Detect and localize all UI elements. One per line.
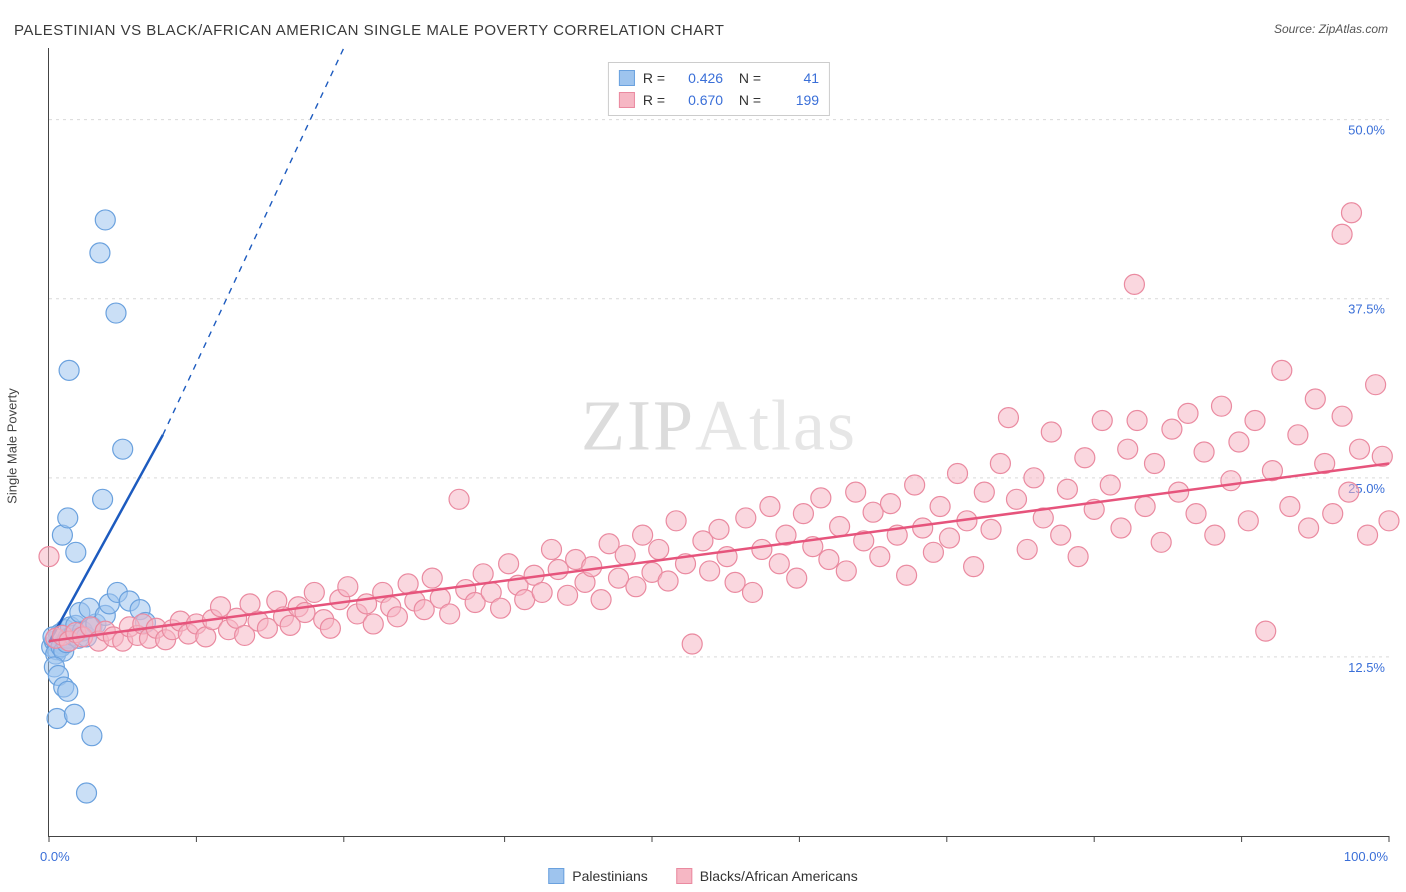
svg-text:12.5%: 12.5%	[1348, 660, 1385, 675]
n-label-1: N =	[731, 67, 761, 89]
n-label-2: N =	[731, 89, 761, 111]
bottom-swatch-2	[676, 868, 692, 884]
stats-legend: R = 0.426 N = 41 R = 0.670 N = 199	[608, 62, 830, 116]
r-label-1: R =	[643, 67, 665, 89]
x-axis-min-label: 0.0%	[40, 849, 70, 864]
bottom-legend-item-2: Blacks/African Americans	[676, 868, 858, 884]
svg-text:37.5%: 37.5%	[1348, 302, 1385, 317]
chart-container: PALESTINIAN VS BLACK/AFRICAN AMERICAN SI…	[0, 0, 1406, 892]
r-value-2: 0.670	[673, 89, 723, 111]
bottom-swatch-1	[548, 868, 564, 884]
legend-swatch-1	[619, 70, 635, 86]
stats-row-2: R = 0.670 N = 199	[619, 89, 819, 111]
source-attribution: Source: ZipAtlas.com	[1274, 22, 1388, 36]
x-axis-max-label: 100.0%	[1344, 849, 1388, 864]
plot-area: ZIPAtlas R = 0.426 N = 41 R = 0.670 N = …	[48, 48, 1389, 837]
bottom-legend-label-1: Palestinians	[572, 868, 648, 884]
legend-swatch-2	[619, 92, 635, 108]
n-value-2: 199	[769, 89, 819, 111]
source-prefix: Source:	[1274, 22, 1319, 36]
source-name: ZipAtlas.com	[1319, 22, 1388, 36]
bottom-legend-item-1: Palestinians	[548, 868, 648, 884]
bottom-legend: Palestinians Blacks/African Americans	[548, 868, 857, 884]
bottom-legend-label-2: Blacks/African Americans	[700, 868, 858, 884]
svg-text:50.0%: 50.0%	[1348, 123, 1385, 138]
scatter-svg: 12.5%25.0%37.5%50.0%	[49, 48, 1389, 836]
stats-row-1: R = 0.426 N = 41	[619, 67, 819, 89]
chart-title: PALESTINIAN VS BLACK/AFRICAN AMERICAN SI…	[14, 22, 724, 39]
r-value-1: 0.426	[673, 67, 723, 89]
r-label-2: R =	[643, 89, 665, 111]
n-value-1: 41	[769, 67, 819, 89]
y-axis-label: Single Male Poverty	[5, 388, 20, 504]
